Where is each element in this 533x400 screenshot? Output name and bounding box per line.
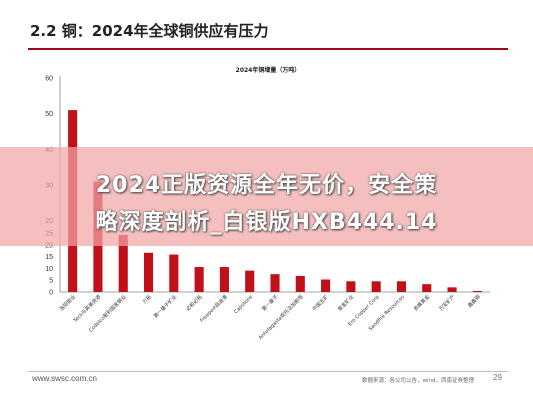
bar: [472, 290, 482, 292]
page-number: 29: [493, 373, 502, 382]
chart-title: 2024年铜增量（万吨）: [236, 66, 301, 74]
bar: [245, 270, 255, 292]
bar: [219, 267, 229, 292]
y-tick-label: 5: [49, 278, 53, 285]
y-tick-label: 50: [45, 111, 53, 118]
bar: [295, 275, 305, 292]
bar: [447, 287, 457, 292]
x-tick-label: 第一量子: [260, 293, 279, 312]
bar: [169, 254, 179, 292]
x-tick-label: 力拓: [141, 293, 153, 305]
x-tick-label: Capstone: [233, 294, 254, 315]
x-tick-label: Antofagasta安托法加斯塔: [257, 293, 305, 341]
footer-rule: [28, 371, 508, 372]
x-tick-label: 鑫鑫铜: [466, 293, 482, 309]
y-tick-label: 0: [49, 290, 53, 297]
bar: [143, 252, 154, 292]
x-tick-label: 必和必拓: [184, 293, 203, 312]
bar: [118, 234, 128, 292]
bar: [396, 281, 407, 292]
x-tick-label: 中国五矿: [311, 293, 330, 312]
y-tick-label: 60: [45, 76, 53, 83]
x-tick-label: 第一量子矿业: [152, 293, 178, 319]
x-tick-label: 赤峰黄金: [412, 293, 431, 312]
bar: [371, 281, 381, 292]
title-rule: [28, 48, 508, 50]
watermark-line-1: 2024正版资源全年无价，安全策: [95, 173, 438, 198]
bar: [194, 267, 204, 292]
x-tick-label: 洛阳钼业: [58, 293, 77, 312]
watermark-line-2: 略深度剖析_白银版HXB444.14: [95, 210, 438, 235]
bar: [422, 284, 432, 292]
bar: [270, 274, 280, 292]
y-tick-label: 15: [45, 254, 53, 261]
x-tick-label: 万宝矿产: [437, 293, 456, 312]
footer-url: www.swsc.com.cn: [32, 374, 97, 383]
bar: [346, 281, 356, 292]
y-tick-label: 10: [45, 266, 53, 273]
footer-source: 数据来源：各公司公告，wind，西南证券整理: [362, 378, 475, 384]
slide-title: 2.2 铜：2024年全球铜供应有压力: [30, 22, 269, 40]
x-tick-label: 紫金矿业: [336, 293, 355, 312]
watermark-band: [0, 147, 533, 246]
bar: [321, 279, 331, 292]
